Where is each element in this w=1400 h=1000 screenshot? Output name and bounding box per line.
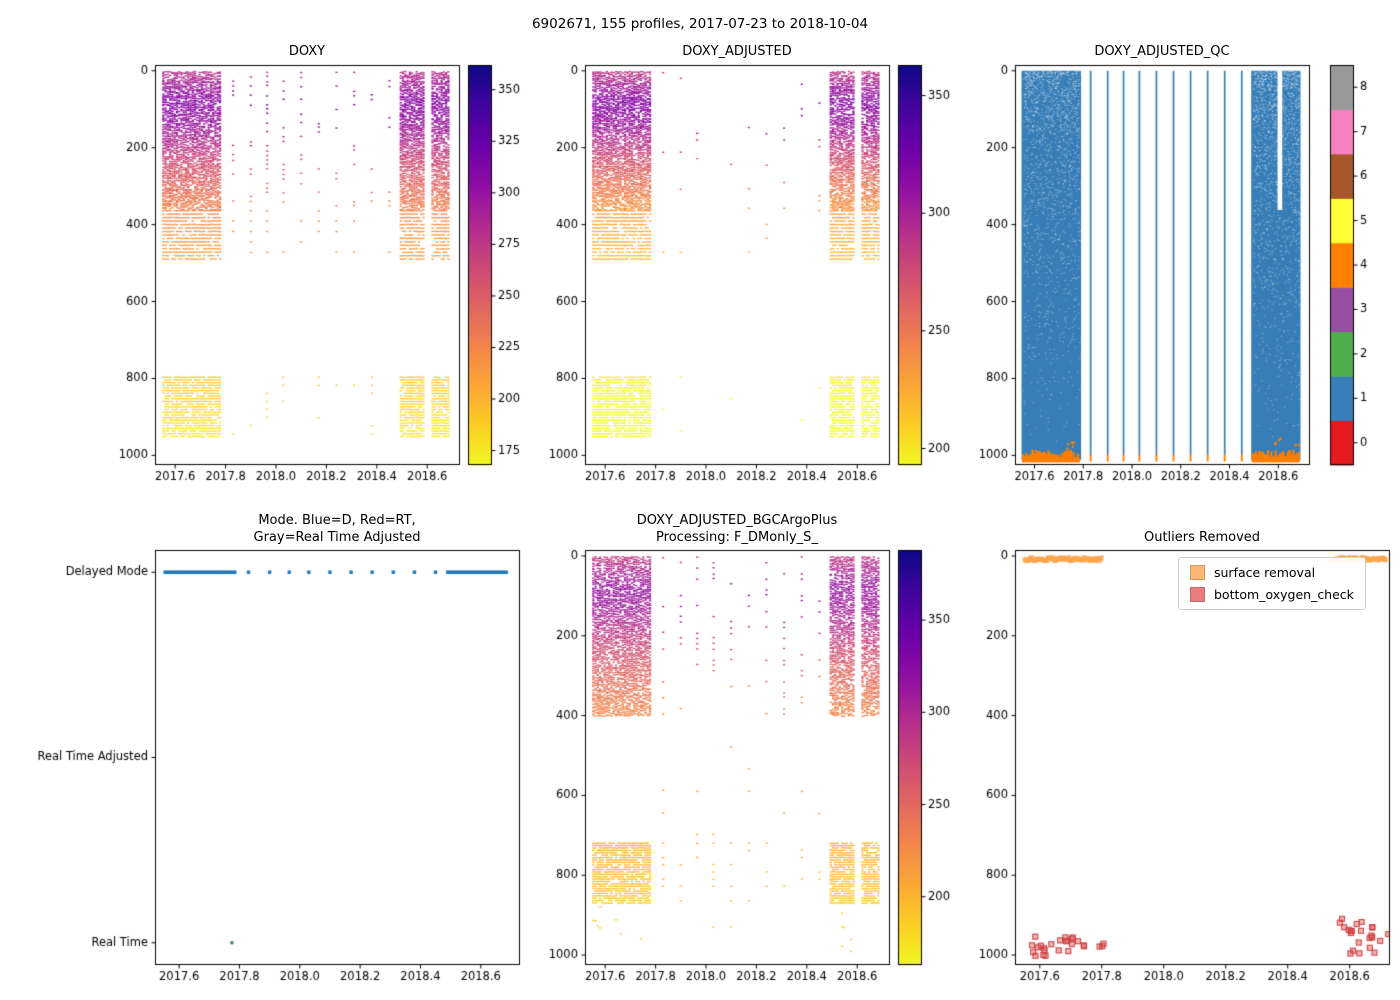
surface-removal-label: surface removal: [1214, 565, 1316, 580]
bottom-oxygen-check-swatch: [1190, 587, 1205, 602]
figure-title: 6902671, 155 profiles, 2017-07-23 to 201…: [531, 16, 869, 32]
mode-title-line1: Mode. Blue=D, Red=RT,: [258, 513, 416, 528]
bgc-title-line1: DOXY_ADJUSTED_BGCArgoPlus: [636, 513, 838, 528]
subplot-title-doxy-adjusted: DOXY_ADJUSTED: [682, 44, 792, 59]
subplot-title-bgcargoplus: DOXY_ADJUSTED_BGCArgoPlus Processing: F_…: [637, 512, 837, 546]
bgc-title-line2: Processing: F_DMonly_S_: [656, 530, 818, 545]
subplot-title-doxy-adjusted-qc: DOXY_ADJUSTED_QC: [1094, 44, 1230, 59]
subplot-title-doxy: DOXY: [288, 44, 326, 59]
subplot-title-mode: Mode. Blue=D, Red=RT, Gray=Real Time Adj…: [254, 512, 421, 546]
legend-item-bottom-oxygen-check: bottom_oxygen_check: [1190, 587, 1354, 602]
surface-removal-swatch: [1190, 565, 1205, 580]
bottom-oxygen-check-label: bottom_oxygen_check: [1214, 587, 1354, 602]
legend-item-surface-removal: surface removal: [1190, 565, 1354, 580]
subplot-title-outliers: Outliers Removed: [1143, 530, 1261, 545]
mode-title-line2: Gray=Real Time Adjusted: [253, 530, 421, 545]
outliers-legend: surface removal bottom_oxygen_check: [1178, 557, 1366, 610]
